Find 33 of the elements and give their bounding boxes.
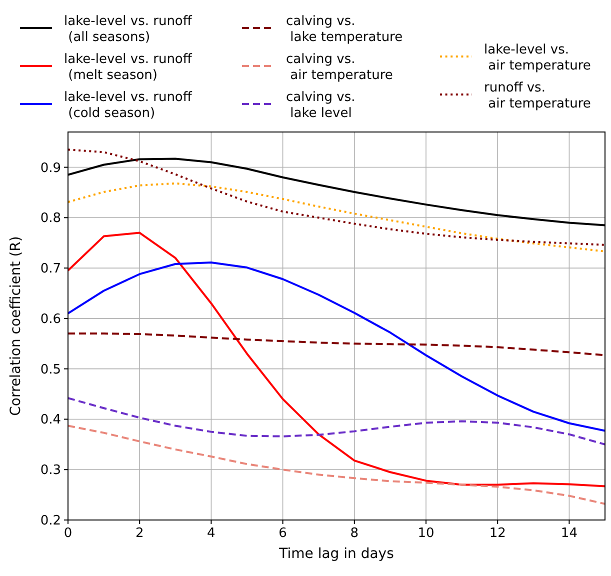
line-series bbox=[68, 232, 605, 488]
y-tick-label: 0.6 bbox=[40, 312, 61, 327]
x-tick-label: 12 bbox=[489, 526, 506, 541]
x-tick-label: 4 bbox=[207, 526, 216, 541]
y-tick-label: 0.8 bbox=[40, 211, 61, 226]
line-series bbox=[68, 332, 605, 356]
y-tick-label: 0.4 bbox=[40, 412, 61, 428]
legend-label: calving vs. lake temperature bbox=[286, 14, 403, 45]
line-series bbox=[68, 424, 605, 505]
x-tick-label: 14 bbox=[560, 526, 578, 541]
x-tick-label: 0 bbox=[64, 526, 72, 541]
y-tick-label: 0.3 bbox=[40, 463, 61, 478]
y-tick-label: 0.5 bbox=[40, 362, 61, 378]
legend-label: runoff vs. air temperature bbox=[484, 80, 591, 112]
x-tick-label: 6 bbox=[278, 526, 287, 541]
line-series bbox=[68, 182, 605, 252]
legend-label: lake-level vs. air temperature bbox=[484, 42, 591, 74]
legend-label: lake-level vs. runoff (all seasons) bbox=[64, 14, 193, 45]
legend-label: calving vs. lake level bbox=[286, 90, 356, 121]
line-series bbox=[68, 397, 605, 446]
x-tick-label: 8 bbox=[350, 526, 359, 541]
x-tick-label: 10 bbox=[418, 526, 434, 541]
line-series bbox=[68, 262, 605, 432]
y-tick-label: 0.9 bbox=[40, 160, 61, 176]
y-axis-title: Correlation coefficient (R) bbox=[8, 236, 24, 416]
line-series bbox=[68, 148, 605, 246]
legend-label: lake-level vs. runoff (melt season) bbox=[64, 52, 193, 83]
y-tick-label: 0.2 bbox=[40, 514, 61, 528]
legend-label: lake-level vs. runoff (cold season) bbox=[64, 90, 193, 121]
legend-label: calving vs. air temperature bbox=[286, 52, 393, 83]
y-tick-label: 0.7 bbox=[40, 262, 61, 277]
x-tick-label: 2 bbox=[135, 526, 144, 541]
x-axis-title: Time lag in days bbox=[278, 546, 394, 562]
